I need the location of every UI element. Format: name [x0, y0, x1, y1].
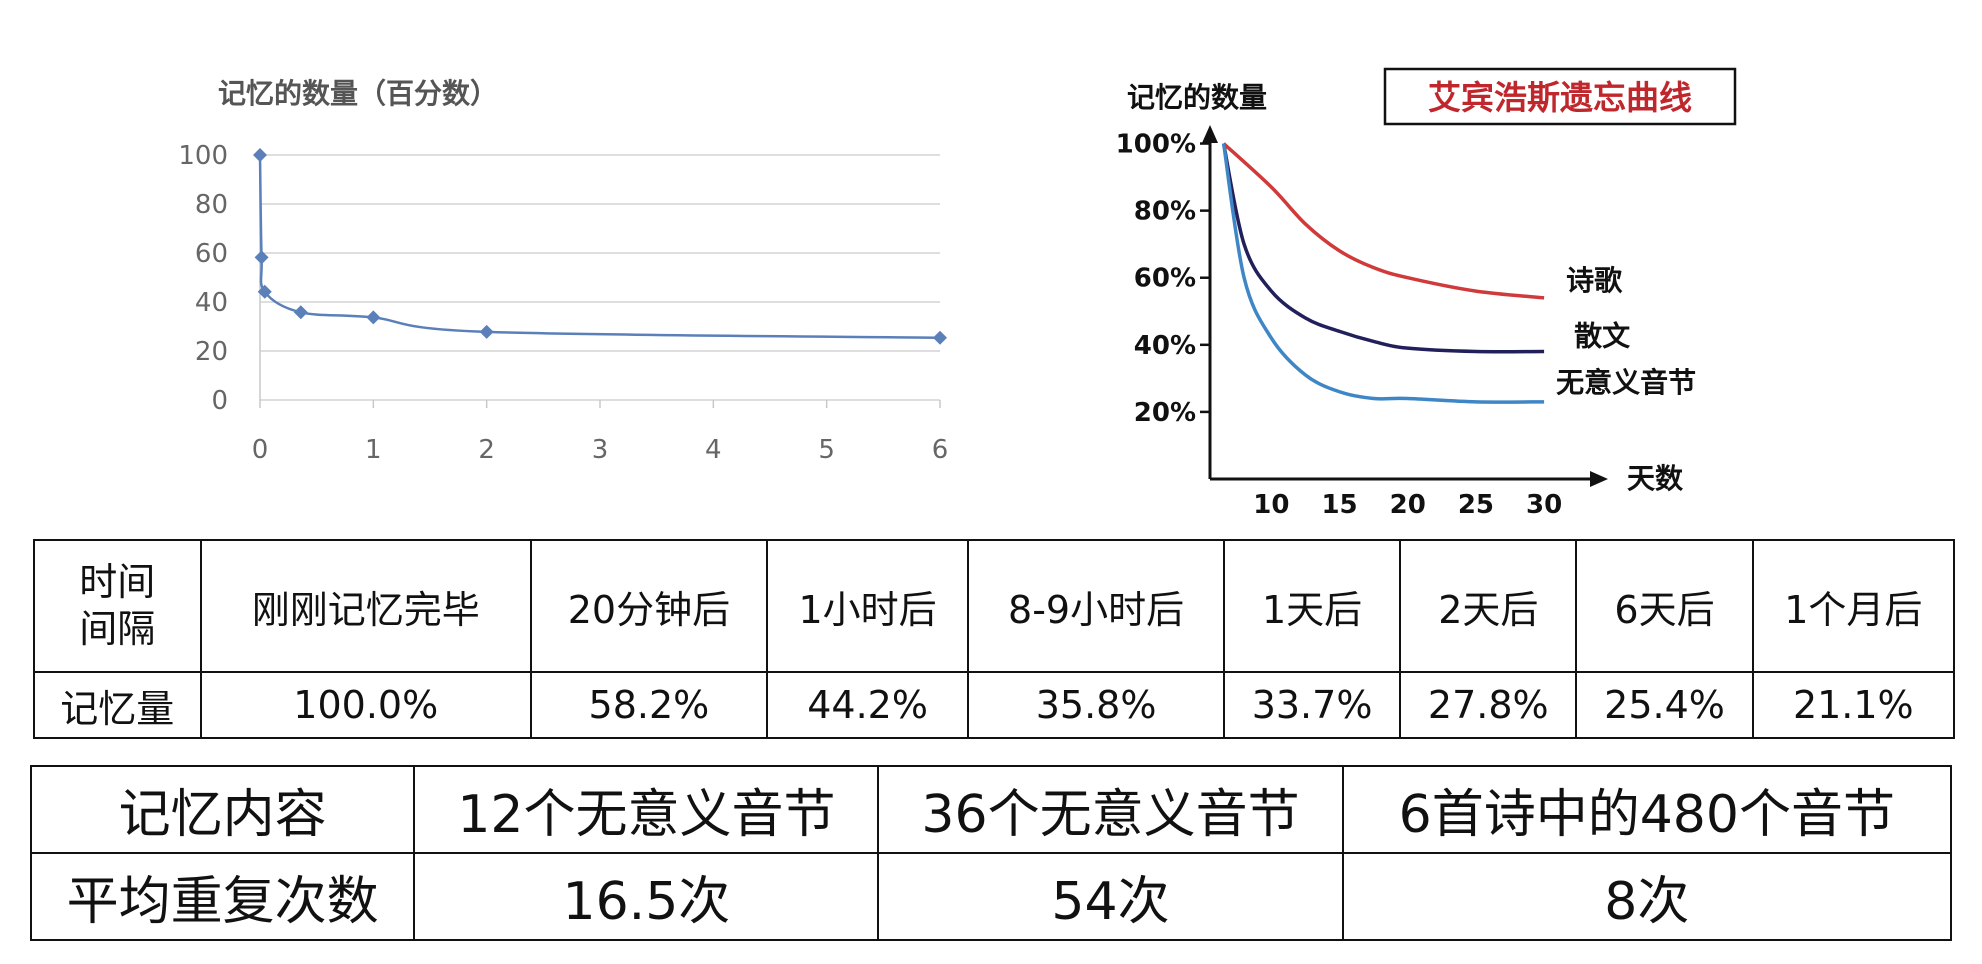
interval-cell: 刚刚记忆完毕	[199, 539, 532, 673]
repeat-cell: 8次	[1341, 852, 1953, 941]
left-chart-data-point	[257, 284, 272, 299]
content-cell: 6首诗中的480个音节	[1341, 765, 1953, 854]
right-chart-axes	[1202, 125, 1608, 487]
repeat-row-header: 平均重复次数	[29, 852, 416, 941]
left-chart-data-point	[253, 148, 267, 162]
right-chart-series-label: 无意义音节	[1556, 366, 1696, 399]
right-chart-title: 艾宾浩斯遗忘曲线	[1428, 78, 1692, 117]
right-chart-y-arrow	[1202, 125, 1218, 143]
right-chart-series-line	[1221, 143, 1545, 354]
right-chart-series-label: 散文	[1574, 320, 1630, 353]
interval-cell: 8-9小时后	[967, 539, 1225, 673]
interval-cell: 1个月后	[1751, 539, 1956, 673]
amount-row: 记忆量 100.0% 58.2% 44.2% 35.8% 33.7% 27.8%…	[33, 671, 1956, 739]
right-chart-y-tick-label: 20%	[1134, 398, 1196, 428]
left-chart-data-point	[254, 250, 269, 265]
amount-cell: 33.7%	[1222, 671, 1402, 739]
interval-row-header: 时间 间隔	[33, 539, 202, 673]
right-chart-y-tick-label: 100%	[1116, 130, 1196, 160]
right-chart-y-tick-label: 60%	[1134, 264, 1196, 294]
left-chart-y-ticks: 0 20 40 60 80 100	[178, 141, 228, 416]
left-chart-data-point	[293, 305, 308, 320]
retention-table: 时间 间隔 刚刚记忆完毕 20分钟后 1小时后 8-9小时后 1天后 2天后 6…	[33, 539, 1956, 739]
right-chart-title-box	[1383, 67, 1737, 126]
right-chart-xlabel: 天数	[1627, 462, 1684, 495]
repeat-cell: 16.5次	[413, 852, 880, 941]
right-chart-series	[1221, 142, 1545, 404]
repeat-cell: 54次	[877, 852, 1344, 941]
left-chart-x-tick-label: 2	[478, 435, 495, 465]
right-chart-ylabel: 记忆的数量	[1127, 81, 1267, 114]
amount-cell: 25.4%	[1575, 671, 1754, 739]
forgetting-curve-chart: 艾宾浩斯遗忘曲线 记忆的数量 天数 20% 40% 60% 80% 100% 10 15 2…	[1116, 67, 1737, 520]
left-chart-x-tick-label: 5	[818, 435, 835, 465]
right-chart-x-arrow	[1590, 471, 1608, 487]
left-chart-points	[253, 148, 947, 345]
left-chart-x-tick-label: 6	[932, 435, 949, 465]
right-chart-series-line	[1221, 143, 1545, 404]
amount-cell: 100.0%	[199, 671, 532, 739]
right-chart-x-tick-label: 30	[1526, 490, 1562, 520]
amount-cell: 35.8%	[967, 671, 1225, 739]
right-chart-y-tick-label: 40%	[1134, 331, 1196, 361]
left-chart-x-tick-label: 0	[252, 435, 269, 465]
interval-cell: 1小时后	[765, 539, 970, 673]
right-chart-x-tick-label: 10	[1253, 490, 1289, 520]
left-chart-y-tick-label: 0	[211, 386, 228, 416]
right-chart-x-ticks: 10 15 20 25 30	[1253, 490, 1562, 520]
right-chart-y-tick-label: 80%	[1134, 197, 1196, 227]
retention-scatter-chart: 记忆的数量（百分数） 0 20 40 60 80 100 0 1 2 3 4 5 6	[178, 77, 949, 465]
amount-cell: 27.8%	[1399, 671, 1578, 739]
left-chart-axes	[259, 155, 941, 408]
left-chart-data-point	[366, 310, 381, 325]
amount-cell: 44.2%	[765, 671, 970, 739]
left-chart-y-tick-label: 40	[195, 288, 228, 318]
left-chart-data-point	[479, 324, 494, 339]
interval-cell: 20分钟后	[529, 539, 768, 673]
left-chart-x-tick-label: 4	[705, 435, 722, 465]
content-cell: 36个无意义音节	[877, 765, 1344, 854]
left-chart-x-ticks: 0 1 2 3 4 5 6	[252, 435, 949, 465]
left-chart-line	[258, 154, 941, 340]
repetition-table: 记忆内容 12个无意义音节 36个无意义音节 6首诗中的480个音节 平均重复次…	[29, 765, 1953, 941]
left-chart-ylabel: 记忆的数量（百分数）	[218, 77, 498, 110]
left-chart-y-tick-label: 100	[178, 141, 228, 171]
left-chart-gridlines	[260, 154, 940, 401]
amount-row-header: 记忆量	[33, 671, 202, 739]
interval-header-line2: 间隔	[79, 607, 156, 651]
repeat-row: 平均重复次数 16.5次 54次 8次	[29, 852, 1953, 941]
interval-cell: 6天后	[1575, 539, 1754, 673]
amount-cell: 21.1%	[1751, 671, 1956, 739]
right-chart-series-line	[1222, 142, 1545, 300]
interval-header-line1: 时间	[79, 559, 156, 604]
right-chart-series-label: 诗歌	[1566, 264, 1623, 297]
interval-cell: 2天后	[1399, 539, 1578, 673]
content-row: 记忆内容 12个无意义音节 36个无意义音节 6首诗中的480个音节	[29, 765, 1953, 854]
amount-cell: 58.2%	[529, 671, 768, 739]
interval-cell: 1天后	[1222, 539, 1402, 673]
left-chart-x-tick-label: 3	[592, 435, 609, 465]
content-row-header: 记忆内容	[29, 765, 416, 854]
left-chart-y-tick-label: 80	[195, 190, 228, 220]
right-chart-x-tick-label: 25	[1458, 490, 1494, 520]
content-cell: 12个无意义音节	[413, 765, 880, 854]
left-chart-data-point	[933, 330, 947, 345]
left-chart-y-tick-label: 60	[195, 239, 228, 269]
left-chart-y-tick-label: 20	[195, 337, 228, 367]
right-chart-y-ticks: 20% 40% 60% 80% 100%	[1116, 130, 1210, 428]
left-chart-x-tick-label: 1	[365, 435, 382, 465]
right-chart-x-tick-label: 15	[1321, 490, 1357, 520]
interval-row: 时间 间隔 刚刚记忆完毕 20分钟后 1小时后 8-9小时后 1天后 2天后 6…	[33, 539, 1956, 673]
right-chart-x-tick-label: 20	[1390, 490, 1426, 520]
